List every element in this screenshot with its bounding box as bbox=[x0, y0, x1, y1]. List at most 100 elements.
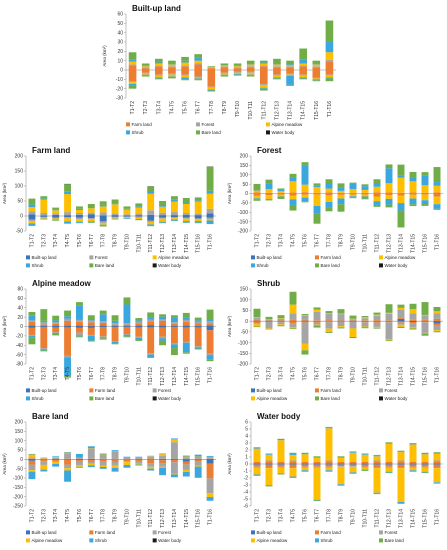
bar-bare-land-gain bbox=[409, 443, 417, 444]
bar-farm-land-loss bbox=[373, 321, 381, 323]
bar-alpine-meadow-loss bbox=[433, 330, 441, 332]
bar-forest-gain bbox=[313, 461, 321, 462]
x-tick-label: T6-T7 bbox=[315, 367, 321, 381]
bar-bare-land-gain bbox=[433, 307, 441, 312]
bar-alpine-meadow-gain bbox=[260, 63, 268, 66]
bar-bare-land-gain bbox=[325, 426, 333, 428]
bar-bare-land-loss bbox=[337, 327, 345, 329]
bar-forest-gain bbox=[273, 66, 281, 68]
x-tick-label: T12-T13 bbox=[160, 367, 166, 386]
bar-bare-land-gain bbox=[286, 60, 294, 65]
bar-farm-land-gain bbox=[313, 461, 321, 464]
bar-farm-land-gain bbox=[64, 320, 72, 326]
bar-farm-land-gain bbox=[373, 192, 381, 194]
bar-forest-gain bbox=[159, 212, 167, 216]
bar-built-up-land-gain bbox=[397, 463, 405, 464]
bar-alpine-meadow-loss bbox=[397, 468, 405, 502]
bar-alpine-meadow-gain bbox=[312, 64, 321, 67]
bar-built-up-land-loss bbox=[52, 326, 60, 328]
bar-alpine-meadow-gain bbox=[313, 309, 321, 312]
bar-shrub-loss bbox=[397, 203, 405, 211]
bar-forest-loss bbox=[64, 217, 72, 219]
bar-alpine-meadow-gain bbox=[64, 194, 72, 213]
bar-forest-gain bbox=[159, 319, 167, 321]
bar-shrub-loss bbox=[28, 223, 36, 225]
bar-farm-land-loss bbox=[325, 321, 333, 323]
bar-forest-loss bbox=[207, 86, 216, 88]
x-tick-label: T1-T2 bbox=[255, 234, 261, 248]
bar-forest-loss bbox=[421, 322, 429, 333]
bar-alpine-meadow-loss bbox=[155, 75, 163, 78]
y-tick-label: 60 bbox=[117, 12, 123, 18]
bar-bare-land-loss bbox=[168, 77, 176, 79]
bar-alpine-meadow-gain bbox=[147, 193, 155, 211]
bar-alpine-meadow-loss bbox=[170, 218, 178, 220]
x-tick-label: T7-T8 bbox=[327, 234, 333, 248]
bar-alpine-meadow-loss bbox=[373, 196, 381, 202]
bar-bare-land-gain bbox=[421, 302, 429, 315]
bar-alpine-meadow-loss bbox=[253, 195, 261, 199]
bar-bare-land-gain bbox=[253, 447, 261, 448]
bar-shrub-loss bbox=[99, 466, 107, 469]
bar-alpine-meadow-gain bbox=[194, 201, 202, 214]
bar-farm-land-gain bbox=[159, 320, 167, 326]
x-tick-label: T1-T2 bbox=[255, 509, 261, 523]
legend-swatch bbox=[26, 263, 30, 268]
bar-alpine-meadow-gain bbox=[206, 456, 214, 458]
legend-item-shrub: Shrub bbox=[32, 396, 45, 401]
bar-farm-land-loss bbox=[313, 193, 321, 195]
bar-forest-gain bbox=[206, 457, 214, 459]
bar-farm-land-gain bbox=[361, 320, 369, 321]
bar-farm-land-gain bbox=[433, 192, 441, 194]
bar-farm-land-loss bbox=[421, 321, 429, 323]
x-tick-label: T1-T16 bbox=[435, 367, 441, 383]
bar-alpine-meadow-loss bbox=[433, 196, 441, 205]
bar-forest-loss bbox=[233, 71, 242, 73]
legend-item-bare-land: Bare land bbox=[321, 263, 341, 268]
bar-forest-gain bbox=[135, 321, 143, 324]
bar-shrub-loss bbox=[337, 484, 345, 485]
bar-forest-gain bbox=[312, 66, 321, 68]
legend-item-alpine-meadow: Alpine meadow bbox=[257, 538, 289, 543]
bar-built-up-land-loss bbox=[194, 459, 202, 460]
bar-forest-gain bbox=[75, 458, 83, 459]
bar-built-up-land-loss bbox=[182, 216, 190, 218]
bar-bare-land-gain bbox=[52, 315, 60, 321]
bar-alpine-meadow-gain bbox=[52, 210, 60, 214]
bar-farm-land-loss bbox=[246, 70, 255, 72]
bar-alpine-meadow-gain bbox=[361, 317, 369, 319]
bar-shrub-loss bbox=[325, 470, 333, 471]
bar-alpine-meadow-gain bbox=[28, 207, 36, 212]
bar-forest-gain bbox=[123, 458, 131, 459]
bar-bare-land-loss bbox=[409, 204, 417, 207]
bar-alpine-meadow-gain bbox=[28, 454, 36, 458]
bar-alpine-meadow-loss bbox=[273, 75, 281, 78]
bar-farm-land-gain bbox=[182, 321, 190, 326]
bar-forest-gain bbox=[409, 461, 417, 462]
bar-alpine-meadow-gain bbox=[87, 208, 95, 213]
bar-farm-land-gain bbox=[325, 320, 333, 321]
bar-built-up-land-gain bbox=[182, 325, 190, 327]
bar-farm-land-loss bbox=[111, 326, 119, 342]
bar-farm-land-loss bbox=[87, 327, 95, 335]
bar-alpine-meadow-loss bbox=[277, 467, 285, 474]
bar-shrub-gain bbox=[123, 456, 131, 458]
legend-item-water-body: Water body bbox=[158, 263, 182, 268]
bar-forest-loss bbox=[99, 336, 107, 338]
bar-forest-loss bbox=[159, 217, 167, 219]
bar-built-up-land-gain bbox=[28, 458, 36, 460]
bar-farm-land-loss bbox=[265, 464, 273, 468]
bar-forest-loss bbox=[265, 467, 273, 469]
chart-title: Shrub bbox=[257, 279, 280, 288]
bar-built-up-land-loss bbox=[253, 464, 261, 465]
x-tick-label: T12-T13 bbox=[387, 509, 393, 528]
bar-farm-land-gain bbox=[409, 192, 417, 194]
bar-built-up-land-loss bbox=[421, 464, 429, 465]
y-tick-label: -100 bbox=[238, 340, 248, 346]
x-tick-label: T6-T7 bbox=[315, 509, 321, 523]
bar-alpine-meadow-loss bbox=[325, 75, 334, 78]
legend-item-water-body: Water body bbox=[272, 130, 296, 135]
bar-shrub-gain bbox=[147, 192, 155, 194]
bar-built-up-land-loss bbox=[206, 216, 214, 218]
